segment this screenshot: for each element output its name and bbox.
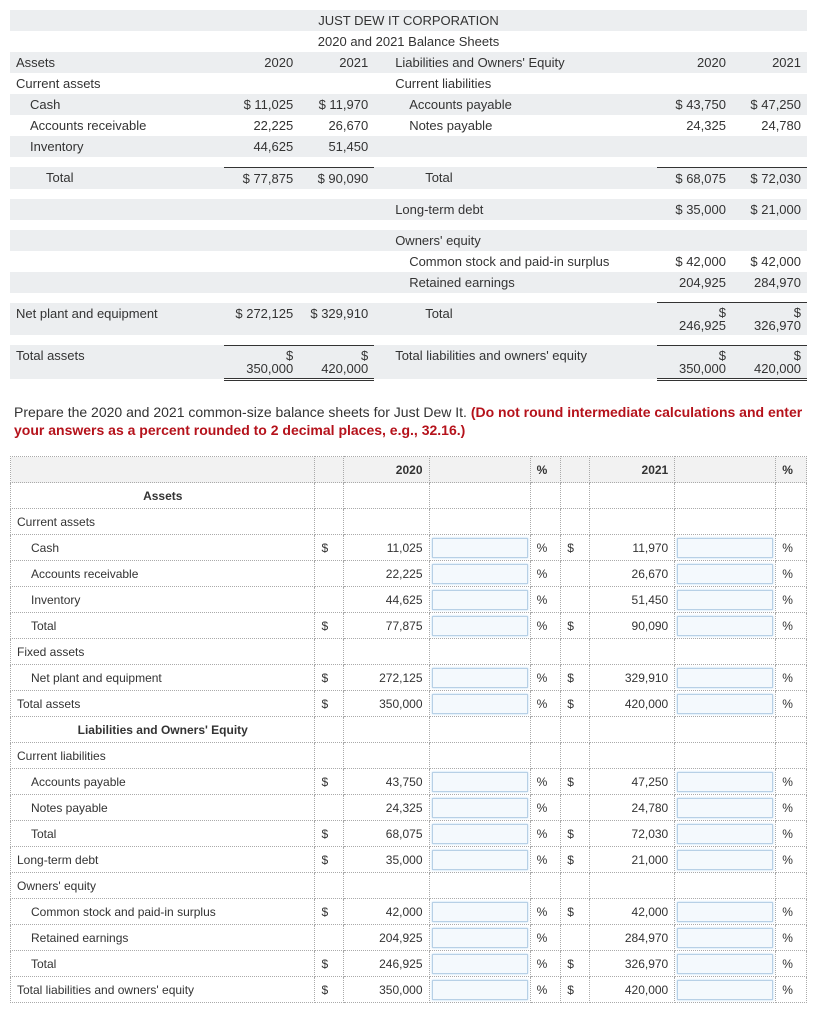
ar-label: Accounts receivable [10,115,224,136]
oe-total-label: Total [389,303,657,336]
percent-input[interactable] [432,798,528,818]
percent-input[interactable] [432,590,528,610]
percent-input[interactable] [677,928,773,948]
ta-label: Total assets [10,345,224,379]
table-row: Cash$11,025%$11,970% [11,535,807,561]
tloe-label: Total liabilities and owners' equity [389,345,657,379]
row-label: Total [11,613,315,639]
table-row: Accounts receivable22,225%26,670% [11,561,807,587]
table-row: Liabilities and Owners' Equity [11,717,807,743]
table-row: Owners' equity [11,873,807,899]
current-liab-hdr: Current liabilities [389,73,657,94]
row-label: Inventory [11,587,315,613]
table-row: Total$246,925%$326,970% [11,951,807,977]
row-label: Total liabilities and owners' equity [11,977,315,1003]
percent-input[interactable] [432,902,528,922]
ap-label: Accounts payable [389,94,657,115]
table-row: Total$77,875%$90,090% [11,613,807,639]
row-label: Long-term debt [11,847,315,873]
company-name: JUST DEW IT CORPORATION [10,10,807,31]
table-row: Notes payable24,325%24,780% [11,795,807,821]
row-label: Cash [11,535,315,561]
percent-input[interactable] [677,694,773,714]
table-row: Total$68,075%$72,030% [11,821,807,847]
table-row: Common stock and paid-in surplus$42,000%… [11,899,807,925]
row-label: Total [11,821,315,847]
percent-input[interactable] [677,824,773,844]
percent-input[interactable] [432,694,528,714]
assets-header: Assets [10,52,224,73]
liab-equity-header: Liabilities and Owners' Equity [389,52,657,73]
table-row: Long-term debt$35,000%$21,000% [11,847,807,873]
npe-label: Net plant and equipment [10,303,224,336]
row-label: Accounts payable [11,769,315,795]
cash-label: Cash [10,94,224,115]
cs-header-2021: 2021 [589,457,675,483]
percent-input[interactable] [432,616,528,636]
row-label: Total [11,951,315,977]
cs-assets-header: Assets [11,483,315,509]
year-2021-col: 2021 [299,52,374,73]
common-size-table: 2020 % 2021 % AssetsCurrent assetsCash$1… [10,456,807,1003]
instruction-text: Prepare the 2020 and 2021 common-size ba… [14,403,803,441]
percent-input[interactable] [677,980,773,1000]
row-label: Total assets [11,691,315,717]
current-assets-hdr: Current assets [10,73,224,94]
row-label: Current assets [11,509,315,535]
percent-input[interactable] [432,564,528,584]
table-row: Current liabilities [11,743,807,769]
row-label: Liabilities and Owners' Equity [11,717,315,743]
balance-sheet-table: JUST DEW IT CORPORATION 2020 and 2021 Ba… [10,10,807,381]
percent-input[interactable] [677,616,773,636]
percent-input[interactable] [432,850,528,870]
row-label: Notes payable [11,795,315,821]
percent-input[interactable] [677,538,773,558]
row-label: Current liabilities [11,743,315,769]
percent-input[interactable] [677,798,773,818]
percent-input[interactable] [677,590,773,610]
row-label: Common stock and paid-in surplus [11,899,315,925]
table-row: Fixed assets [11,639,807,665]
row-label: Fixed assets [11,639,315,665]
percent-input[interactable] [432,772,528,792]
percent-input[interactable] [677,850,773,870]
year-2020-col: 2020 [224,52,299,73]
percent-input[interactable] [432,668,528,688]
percent-input[interactable] [432,928,528,948]
np-label: Notes payable [389,115,657,136]
row-label: Net plant and equipment [11,665,315,691]
cl-total-label: Total [389,167,657,189]
table-row: Total liabilities and owners' equity$350… [11,977,807,1003]
percent-input[interactable] [432,824,528,844]
row-label: Accounts receivable [11,561,315,587]
oe-hdr: Owners' equity [389,230,657,251]
percent-input[interactable] [432,954,528,974]
table-row: Accounts payable$43,750%$47,250% [11,769,807,795]
percent-input[interactable] [677,902,773,922]
table-row: Retained earnings204,925%284,970% [11,925,807,951]
row-label: Retained earnings [11,925,315,951]
re-label: Retained earnings [389,272,657,293]
percent-input[interactable] [677,668,773,688]
cs-label: Common stock and paid-in surplus [389,251,657,272]
table-row: Inventory44,625%51,450% [11,587,807,613]
cs-header-2020: 2020 [343,457,429,483]
report-subtitle: 2020 and 2021 Balance Sheets [10,31,807,52]
table-row: Total assets$350,000%$420,000% [11,691,807,717]
percent-input[interactable] [677,954,773,974]
percent-input[interactable] [677,564,773,584]
table-row: Current assets [11,509,807,535]
percent-input[interactable] [432,538,528,558]
row-label: Owners' equity [11,873,315,899]
table-row: Net plant and equipment$272,125%$329,910… [11,665,807,691]
ltd-label: Long-term debt [389,199,657,220]
ca-total-label: Total [10,167,224,189]
inv-label: Inventory [10,136,224,157]
percent-input[interactable] [677,772,773,792]
percent-input[interactable] [432,980,528,1000]
